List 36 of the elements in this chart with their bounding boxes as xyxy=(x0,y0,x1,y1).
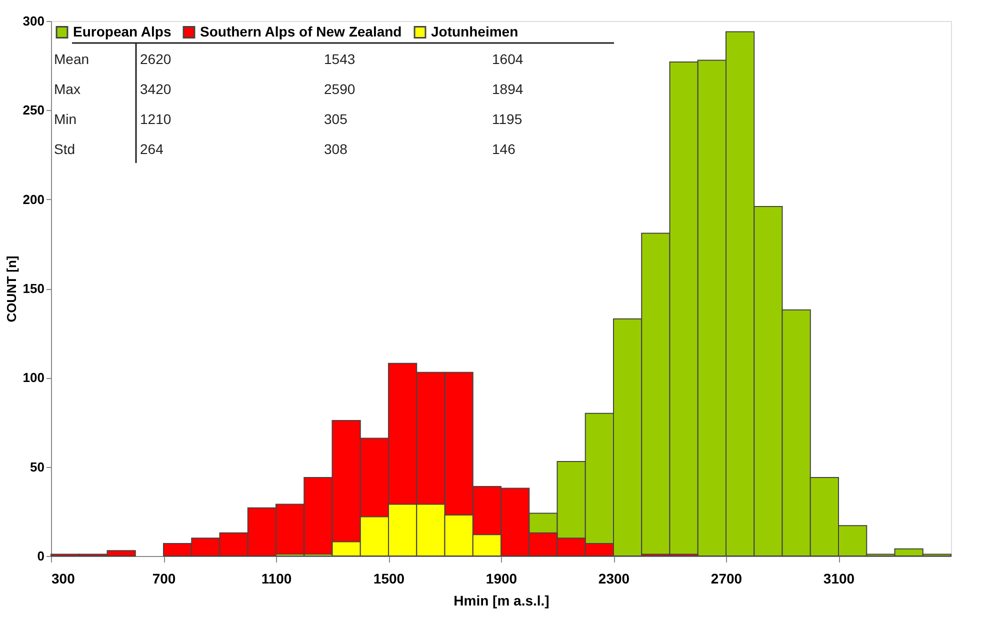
annotation: Max xyxy=(54,81,80,97)
annotation: 308 xyxy=(324,141,348,157)
y-tick-label: 50 xyxy=(30,459,44,474)
x-tick-label: 1500 xyxy=(373,570,405,586)
y-tick-label: 100 xyxy=(22,370,44,386)
x-tick-label: 2300 xyxy=(598,570,630,586)
annotation: 3420 xyxy=(140,81,172,97)
y-tick-label: 150 xyxy=(22,281,44,296)
annotation: Std xyxy=(54,141,76,157)
x-tick-label: 700 xyxy=(152,570,176,586)
x-axis-title: Hmin [m a.s.l.] xyxy=(454,592,550,608)
x-tick-label: 300 xyxy=(52,570,76,586)
y-tick-label: 200 xyxy=(22,192,44,207)
x-tick-label: 1900 xyxy=(486,570,518,586)
legend-label: Jotunheimen xyxy=(431,23,518,40)
y-tick-label: 0 xyxy=(37,548,44,564)
annotation: 2620 xyxy=(140,51,172,67)
x-tick-label: 3100 xyxy=(823,570,855,586)
annotation: 1894 xyxy=(492,81,524,97)
annotation: Mean xyxy=(54,51,90,67)
legend-label: Southern Alps of New Zealand xyxy=(200,23,402,40)
annotation: 1195 xyxy=(492,111,522,127)
annotation: 305 xyxy=(324,111,348,127)
annotation: 1210 xyxy=(140,111,172,127)
y-tick-label: 300 xyxy=(22,14,44,28)
y-tick-label: 250 xyxy=(22,102,44,118)
annotation: Min xyxy=(54,111,77,127)
legend-label: European Alps xyxy=(73,23,172,40)
annotation: 1604 xyxy=(492,51,524,67)
x-tick-label: 2700 xyxy=(710,570,742,586)
x-tick-label: 1100 xyxy=(261,570,292,586)
y-axis-title: COUNT [n] xyxy=(4,256,19,322)
annotation: 2590 xyxy=(324,81,356,97)
annotation: 1543 xyxy=(324,51,356,67)
annotation: 146 xyxy=(492,141,516,157)
annotation: 264 xyxy=(140,141,164,157)
